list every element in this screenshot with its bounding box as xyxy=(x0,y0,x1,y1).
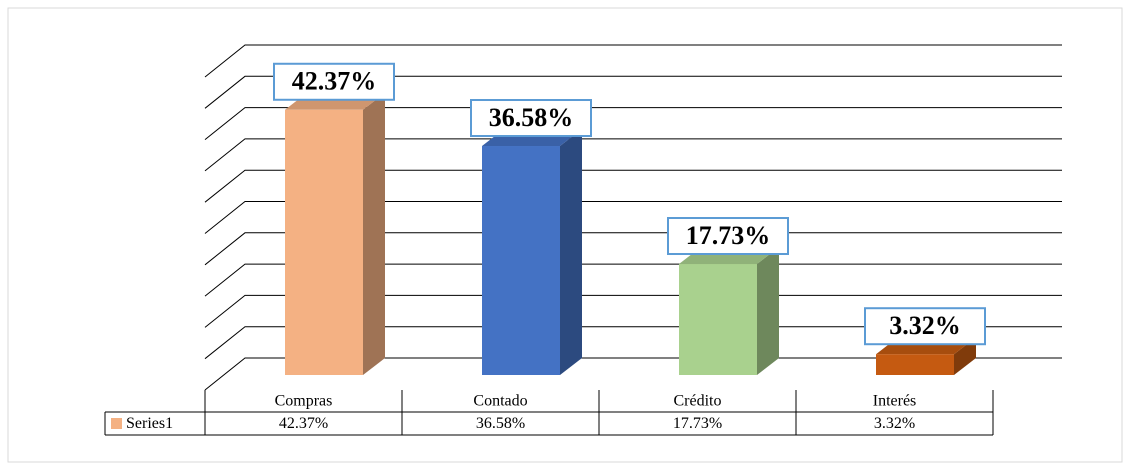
data-label-box xyxy=(667,217,789,256)
grid-line xyxy=(204,138,1062,172)
grid-line xyxy=(204,75,1062,109)
grid-line xyxy=(204,169,1062,203)
data-label: 36.58% xyxy=(489,103,574,132)
grid-line xyxy=(204,326,1062,360)
bar-side xyxy=(363,92,385,376)
grid-line xyxy=(204,107,1062,140)
table-value: 36.58% xyxy=(476,415,525,432)
table-value: 42.37% xyxy=(279,415,328,432)
x-tick-label: Contado xyxy=(473,393,527,410)
grid-line xyxy=(204,357,1062,391)
data-label: 3.32% xyxy=(889,311,961,340)
bar-side xyxy=(560,129,582,375)
table-value: 3.32% xyxy=(874,415,915,432)
bar xyxy=(285,109,363,376)
grid-line xyxy=(204,44,1062,78)
x-tick-label: Crédito xyxy=(674,393,722,410)
x-tick-label: Compras xyxy=(275,393,333,410)
bar-side xyxy=(757,247,779,375)
bar xyxy=(876,354,954,375)
data-label-box xyxy=(273,62,395,101)
data-label: 42.37% xyxy=(292,67,377,96)
table-value: 17.73% xyxy=(673,415,722,432)
legend-key xyxy=(111,418,122,429)
grid-line xyxy=(204,263,1062,297)
legend-label: Series1 xyxy=(126,415,173,432)
bar-side xyxy=(954,337,976,375)
bar xyxy=(482,146,560,375)
data-label: 17.73% xyxy=(686,221,771,250)
grid-line xyxy=(204,201,1062,234)
grid-line xyxy=(204,294,1062,328)
data-label-box xyxy=(864,307,986,346)
bar xyxy=(679,264,757,375)
data-label-box xyxy=(470,99,592,138)
x-tick-label: Interés xyxy=(873,393,917,410)
grid-line xyxy=(204,232,1062,266)
